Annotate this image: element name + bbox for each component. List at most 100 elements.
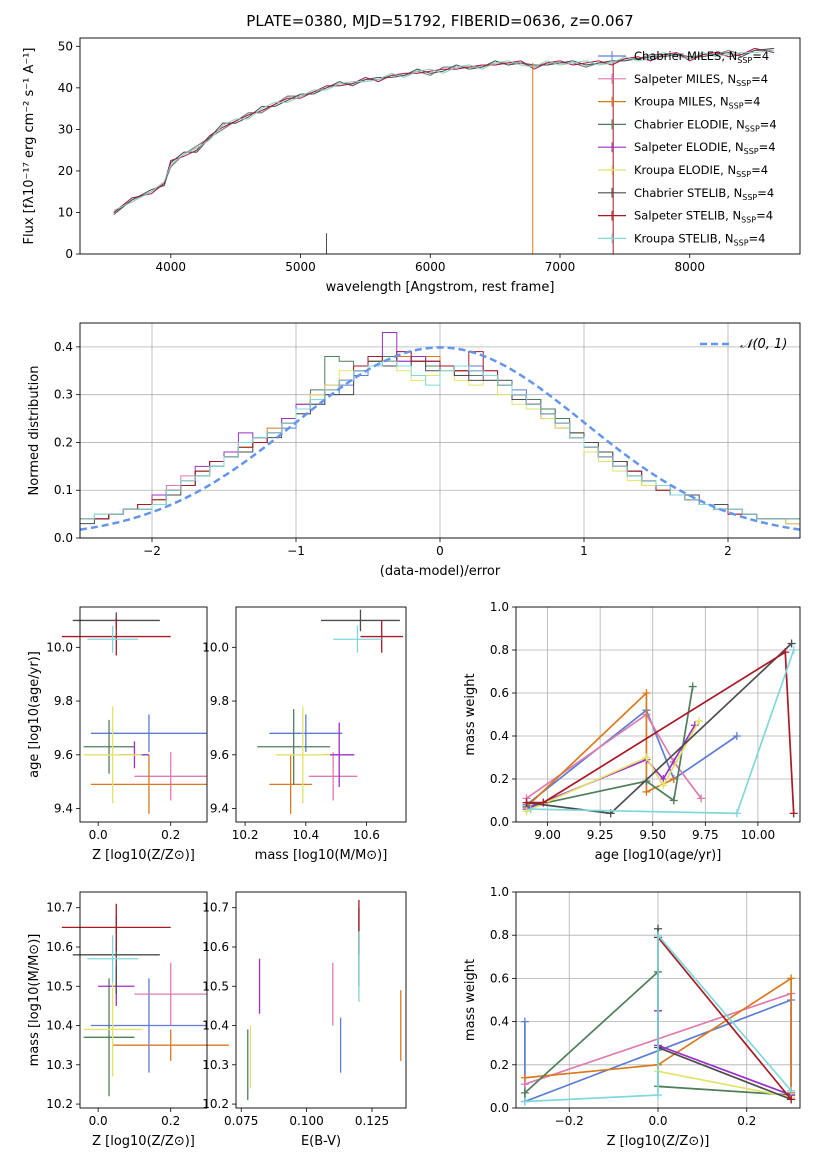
x-tick-label: 10.6 [353,828,380,842]
legend-label-6: Chabrier STELIB, NSSP=4 [634,186,774,202]
y-tick-label: 0.6 [490,971,509,985]
x-axis-label: wavelength [Angstrom, rest frame] [326,280,555,295]
x-tick-label: 10.2 [232,828,259,842]
legend-label-0: Chabrier MILES, NSSP=4 [634,49,769,65]
y-tick-label: 0.8 [490,928,509,942]
legend-subscript: SSP [737,56,752,65]
x-tick-label: 9.50 [639,828,666,842]
y-tick-label: 9.8 [210,694,229,708]
x-tick-label: 1 [580,544,588,558]
y-tick-label: 0.0 [490,815,509,829]
y-tick-label: 9.6 [54,748,73,762]
weight-line [526,686,694,808]
legend-label-5: Kroupa ELODIE, NSSP=4 [634,163,768,179]
gaussian-curve [79,346,801,531]
y-tick-label: 10.2 [46,1097,73,1111]
weight-point [787,1095,796,1104]
y-tick-label: 10.6 [46,940,73,954]
y-tick-label: 9.4 [54,802,73,816]
x-axis-label: mass [log10(M/M⊙)] [255,848,388,863]
weight-point [520,1017,529,1026]
y-tick-label: 10.5 [202,979,229,993]
age_vs_mass-axes [232,646,367,826]
legend-label-8: Kroupa STELIB, NSSP=4 [634,231,765,247]
y-axis-label: Flux [fλ10⁻¹⁷ erg cm⁻² s⁻¹ A⁻¹] [22,48,37,245]
y-tick-label: 10.7 [202,901,229,915]
legend-suffix: =4 [759,140,776,154]
y-axis-label: age [log10(age/yr)] [27,651,42,778]
weight-point [520,1073,529,1082]
legend-subscript: SSP [744,147,759,156]
weight-point [539,798,548,807]
x-tick-label: 0.0 [89,1114,108,1128]
y-tick-label: 0.0 [54,531,73,545]
age_vs_Z-plot-area [61,612,207,814]
figure-title: PLATE=0380, MJD=51792, FIBERID=0636, z=0… [246,12,634,30]
x-tick-label: 0.0 [648,1114,667,1128]
weight-point [688,682,697,691]
mass_vs_ebv-plot-area [247,899,402,1101]
legend-suffix: =4 [757,186,774,200]
legend-gaussian-label: 𝒩(0, 1) [740,337,787,352]
y-tick-label: 0.6 [490,686,509,700]
y-tick-label: 0.2 [54,435,73,449]
y-tick-label: 9.8 [54,694,73,708]
y-axis-label: mass weight [463,959,478,1041]
weight-point [787,639,796,648]
x-tick-label: 0.2 [737,1114,756,1128]
y-tick-label: 10.3 [202,1058,229,1072]
x-tick-label: 0.100 [289,1114,323,1128]
y-tick-label: 10.7 [46,901,73,915]
y-tick-label: 1.0 [490,885,509,899]
y-tick-label: 0 [65,247,73,261]
legend-suffix: =4 [756,209,773,223]
weight-point [695,716,704,725]
y-tick-label: 0.4 [490,729,509,743]
axes-frame [515,891,801,1109]
weight-point [781,648,790,657]
y-tick-label: 30 [58,122,73,136]
legend-suffix: =4 [760,117,777,131]
y-tick-label: 9.6 [210,748,229,762]
legend-subscript: SSP [741,216,756,225]
weight-point [669,775,678,783]
x-tick-label: 2 [724,544,732,558]
y-tick-label: 1.0 [490,600,509,614]
y-tick-label: 10.4 [46,1019,73,1033]
x-tick-label: 0.125 [355,1114,389,1128]
histogram-step [80,360,800,520]
legend-label-3: Chabrier ELODIE, NSSP=4 [634,117,777,133]
x-tick-label: 9.25 [587,828,614,842]
x-tick-label: 4000 [156,260,187,274]
weight-line [525,708,738,806]
histogram-step [80,351,800,520]
legend-subscript: SSP [734,238,749,247]
weight-point [522,807,531,816]
mass_vs_ebv-axes [232,907,373,1112]
legend-subscript: SSP [742,193,757,202]
weight-point [732,732,741,740]
mass_weight_vs_age-plot-area [522,639,798,818]
axes-frame [79,606,208,823]
y-tick-label: 0.4 [54,340,73,354]
weight-point [732,809,741,818]
legend-subscript: SSP [745,124,760,133]
axes-frame [79,37,801,255]
weight-line [657,936,792,1100]
y-tick-label: 0.2 [490,1058,509,1072]
x-axis-label: (data-model)/error [380,564,501,579]
legend-label-4: Salpeter ELODIE, NSSP=4 [634,140,776,156]
weight-point [642,787,651,796]
age_vs_Z-axes [76,646,172,826]
mass_weight_vs_age-axes [512,606,800,826]
weight-point [526,805,535,814]
mass_vs_Z-axes [76,907,172,1112]
x-tick-label: −0.2 [555,1114,584,1128]
legend-subscript: SSP [736,79,751,88]
weight-line [526,713,702,800]
x-axis-label: Z [log10(Z/Z⊙)] [92,848,195,863]
weight-line [530,649,795,815]
axes-frame [79,322,801,539]
y-tick-label: 10.4 [202,1019,229,1033]
